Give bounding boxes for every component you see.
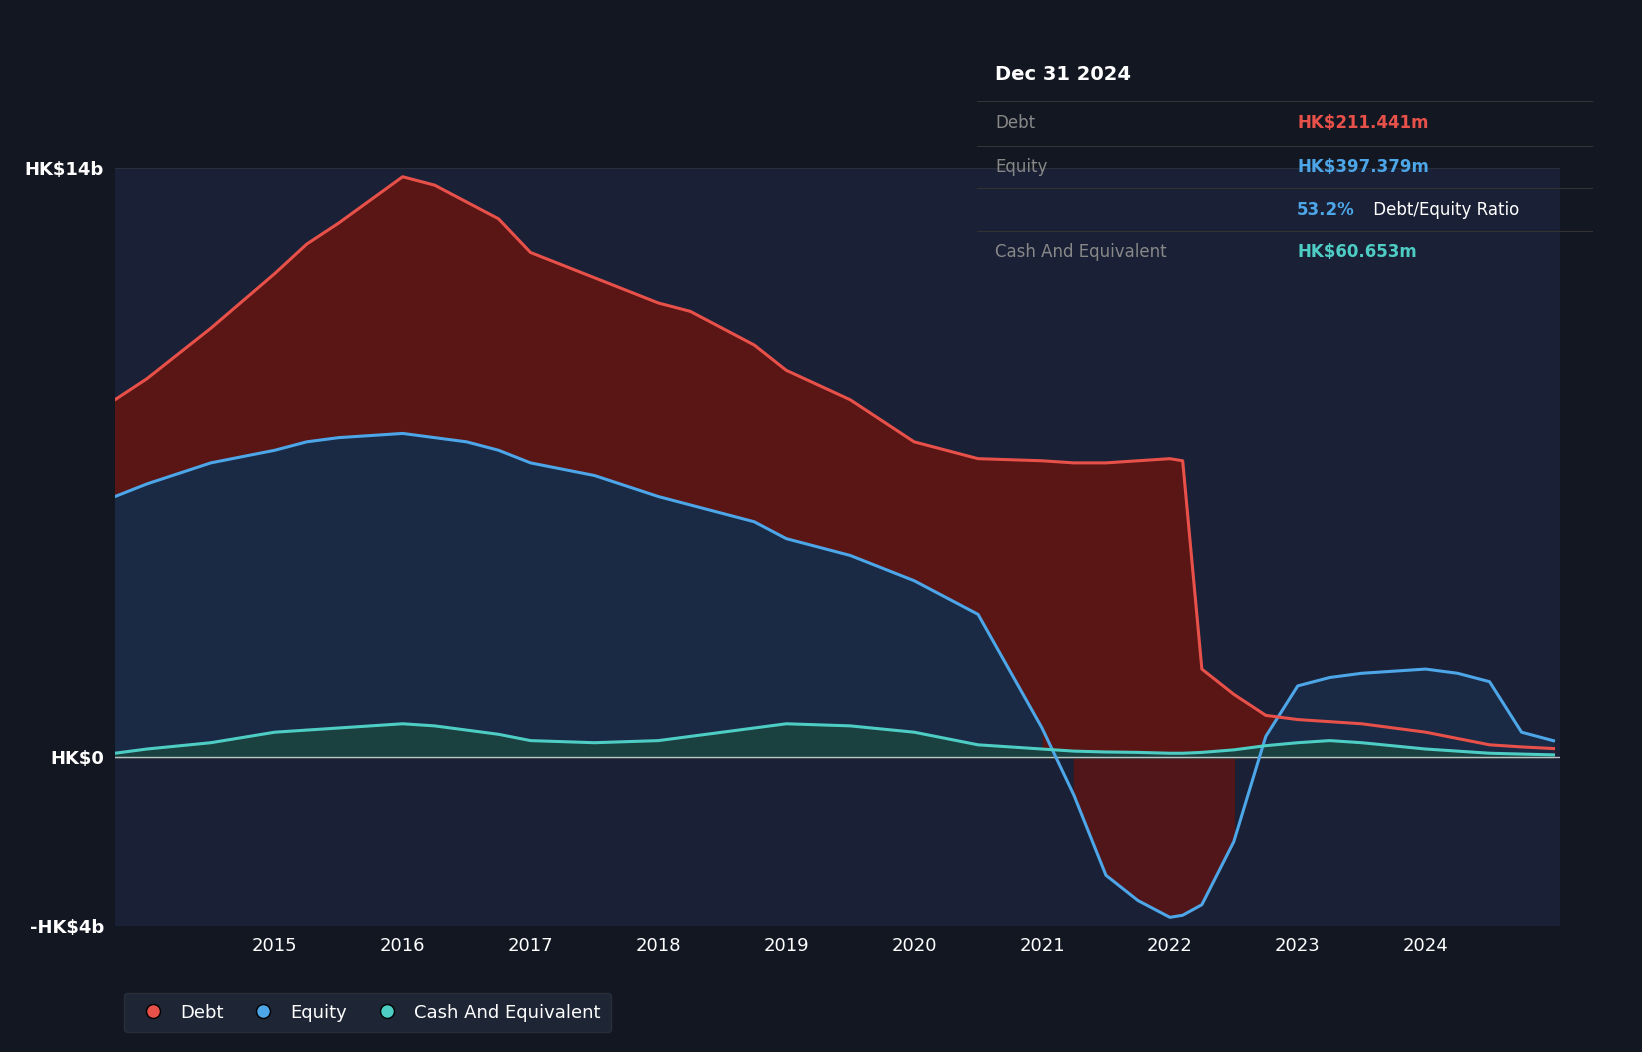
Text: HK$211.441m: HK$211.441m	[1297, 115, 1429, 133]
Text: Debt/Equity Ratio: Debt/Equity Ratio	[1368, 201, 1519, 219]
Legend: Debt, Equity, Cash And Equivalent: Debt, Equity, Cash And Equivalent	[123, 993, 611, 1032]
Text: 53.2%: 53.2%	[1297, 201, 1355, 219]
Text: HK$60.653m: HK$60.653m	[1297, 243, 1417, 261]
Text: Dec 31 2024: Dec 31 2024	[995, 65, 1131, 84]
Text: Cash And Equivalent: Cash And Equivalent	[995, 243, 1167, 261]
Text: HK$397.379m: HK$397.379m	[1297, 158, 1429, 176]
Text: Equity: Equity	[995, 158, 1048, 176]
Text: Debt: Debt	[995, 115, 1036, 133]
